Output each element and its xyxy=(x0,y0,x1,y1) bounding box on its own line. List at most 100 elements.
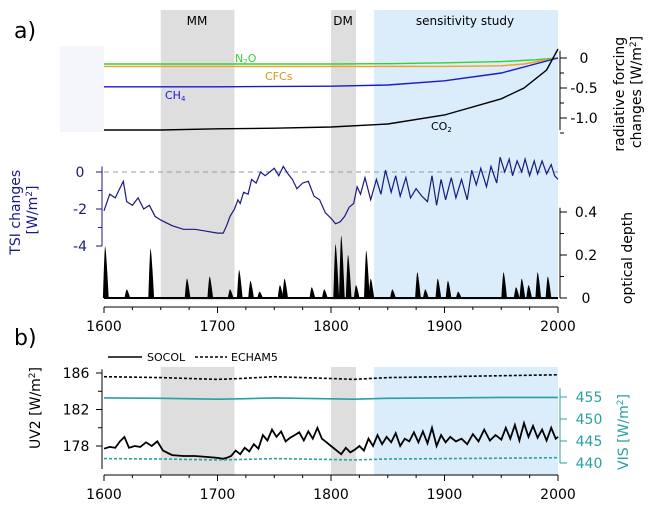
uv-axis-label: UV2 [W/m2] xyxy=(28,367,44,449)
vis-tick-label: 440 xyxy=(576,456,603,472)
optical-depth-spike xyxy=(526,285,532,298)
optical-depth-axis-label: optical depth xyxy=(620,212,636,304)
tsi-axis-label: TSI changes [W/m2] xyxy=(8,165,41,255)
optical-depth-spike xyxy=(282,278,288,298)
optical-depth-spike xyxy=(445,280,452,298)
optical-depth-spike xyxy=(309,287,316,298)
optical-depth-spike xyxy=(345,255,352,298)
optical-depth-spike xyxy=(257,291,263,298)
vis-axis: 440 445 450 455 xyxy=(559,388,603,472)
x-tick-label: 1800 xyxy=(313,487,349,503)
series-label-cfcs: CFCs xyxy=(265,70,293,83)
optical-depth-spike xyxy=(102,246,109,298)
band-label-mm: MM xyxy=(187,14,208,28)
uv-tick-label: 186 xyxy=(63,366,90,382)
optical-depth-spike xyxy=(148,248,155,298)
optical-depth-spike xyxy=(353,285,360,298)
optical-depth-spike xyxy=(364,250,370,298)
band-label-sensitivity: sensitivity study xyxy=(416,14,514,28)
panel-a-label: a) xyxy=(14,19,36,44)
optical-depth-spike xyxy=(513,287,520,298)
optical-depth-tick-label: 0 xyxy=(582,291,591,307)
vis-tick-label: 450 xyxy=(576,412,603,428)
vis-tick-label: 455 xyxy=(576,390,603,406)
tsi-tick-label: 0 xyxy=(76,165,85,181)
uv-axis: 178 182 186 xyxy=(63,366,103,469)
forcing-series-cfcs xyxy=(104,57,559,68)
optical-depth-spike xyxy=(333,244,340,298)
series-label-n2o: N2O xyxy=(235,52,257,66)
optical-depth-area xyxy=(102,235,558,299)
optical-depth-spike xyxy=(322,289,328,298)
panel-b-label: b) xyxy=(14,326,37,351)
x-tick-label: 1700 xyxy=(200,319,236,335)
x-axis-b: 1600 1700 1800 1900 2000 xyxy=(86,474,576,503)
tsi-tick-label: -2 xyxy=(73,202,87,218)
x-axis-a: 1600 1700 1800 1900 2000 xyxy=(86,306,576,335)
legend-label-socol: SOCOL xyxy=(147,351,186,364)
legend: SOCOL ECHAM5 xyxy=(108,351,278,364)
optical-depth-tick-label: 0.4 xyxy=(575,205,597,221)
optical-depth-spike xyxy=(236,270,243,298)
forcing-lines xyxy=(104,48,559,131)
x-tick-label: 1900 xyxy=(427,319,463,335)
optical-depth-spike xyxy=(207,276,214,298)
x-tick-label: 2000 xyxy=(540,319,576,335)
series-label-co2: CO2 xyxy=(431,120,452,134)
legend-label-echam5: ECHAM5 xyxy=(231,351,278,364)
band-b-dm xyxy=(331,367,356,475)
optical-depth-spike xyxy=(519,278,526,298)
optical-depth-spike xyxy=(423,289,429,298)
panel-b-series-3 xyxy=(103,456,559,461)
forcing-series-co2 xyxy=(104,48,559,131)
tsi-axis: 0 -2 -4 xyxy=(73,165,103,255)
forcing-tick-label: -0.5 xyxy=(570,81,597,97)
optical-depth-spike xyxy=(435,278,442,298)
optical-depth-spike xyxy=(535,272,542,298)
optical-depth-spike xyxy=(227,289,234,298)
panel-b-series-0 xyxy=(103,420,559,460)
vis-tick-label: 445 xyxy=(576,434,603,450)
forcing-empty-box xyxy=(60,46,104,132)
tsi-line xyxy=(103,156,559,234)
band-a-sensitivity xyxy=(374,10,558,300)
band-b-sensitivity xyxy=(374,367,558,475)
optical-depth-tick-label: 0.2 xyxy=(575,248,597,264)
forcing-tick-label: 0 xyxy=(580,51,589,67)
panel-a-shading xyxy=(160,10,558,300)
x-tick-label: 1800 xyxy=(313,319,349,335)
forcing-axis-label: radiative forcing changes [W/m2] xyxy=(612,32,645,151)
optical-depth-spike xyxy=(501,272,507,298)
forcing-axis: 0 -0.5 -1.0 xyxy=(559,50,598,134)
panel-b-series-1 xyxy=(103,374,559,381)
tsi-tick-label: -4 xyxy=(73,239,87,255)
optical-depth-spike xyxy=(277,285,284,298)
band-label-dm: DM xyxy=(333,14,353,28)
panel-b-series-2 xyxy=(103,396,558,401)
band-a-mm xyxy=(160,10,235,300)
x-tick-label: 1900 xyxy=(427,487,463,503)
panel-b-shading xyxy=(160,367,558,475)
optical-depth-spike xyxy=(545,276,552,298)
optical-depth-spike xyxy=(248,280,254,298)
optical-depth-spike xyxy=(415,272,421,298)
x-tick-label: 2000 xyxy=(540,487,576,503)
series-label-ch4: CH4 xyxy=(165,89,186,103)
forcing-series-ch4 xyxy=(104,57,559,88)
uv-vis-lines xyxy=(103,374,559,461)
uv-tick-label: 178 xyxy=(63,439,90,455)
optical-depth-spike xyxy=(184,278,191,298)
uv-tick-label: 182 xyxy=(63,403,90,419)
optical-depth-spike xyxy=(455,291,462,298)
optical-depth-spike xyxy=(390,289,396,298)
x-tick-label: 1600 xyxy=(86,487,122,503)
x-tick-label: 1600 xyxy=(86,319,122,335)
optical-depth-spike xyxy=(368,278,375,298)
x-tick-label: 1700 xyxy=(200,487,236,503)
tsi-series xyxy=(103,156,559,234)
forcing-series-n2o xyxy=(104,57,559,65)
optical-depth-spike xyxy=(124,289,131,298)
forcing-tick-label: -1.0 xyxy=(570,111,597,127)
optical-depth-axis: 0 0.2 0.4 xyxy=(559,205,597,307)
